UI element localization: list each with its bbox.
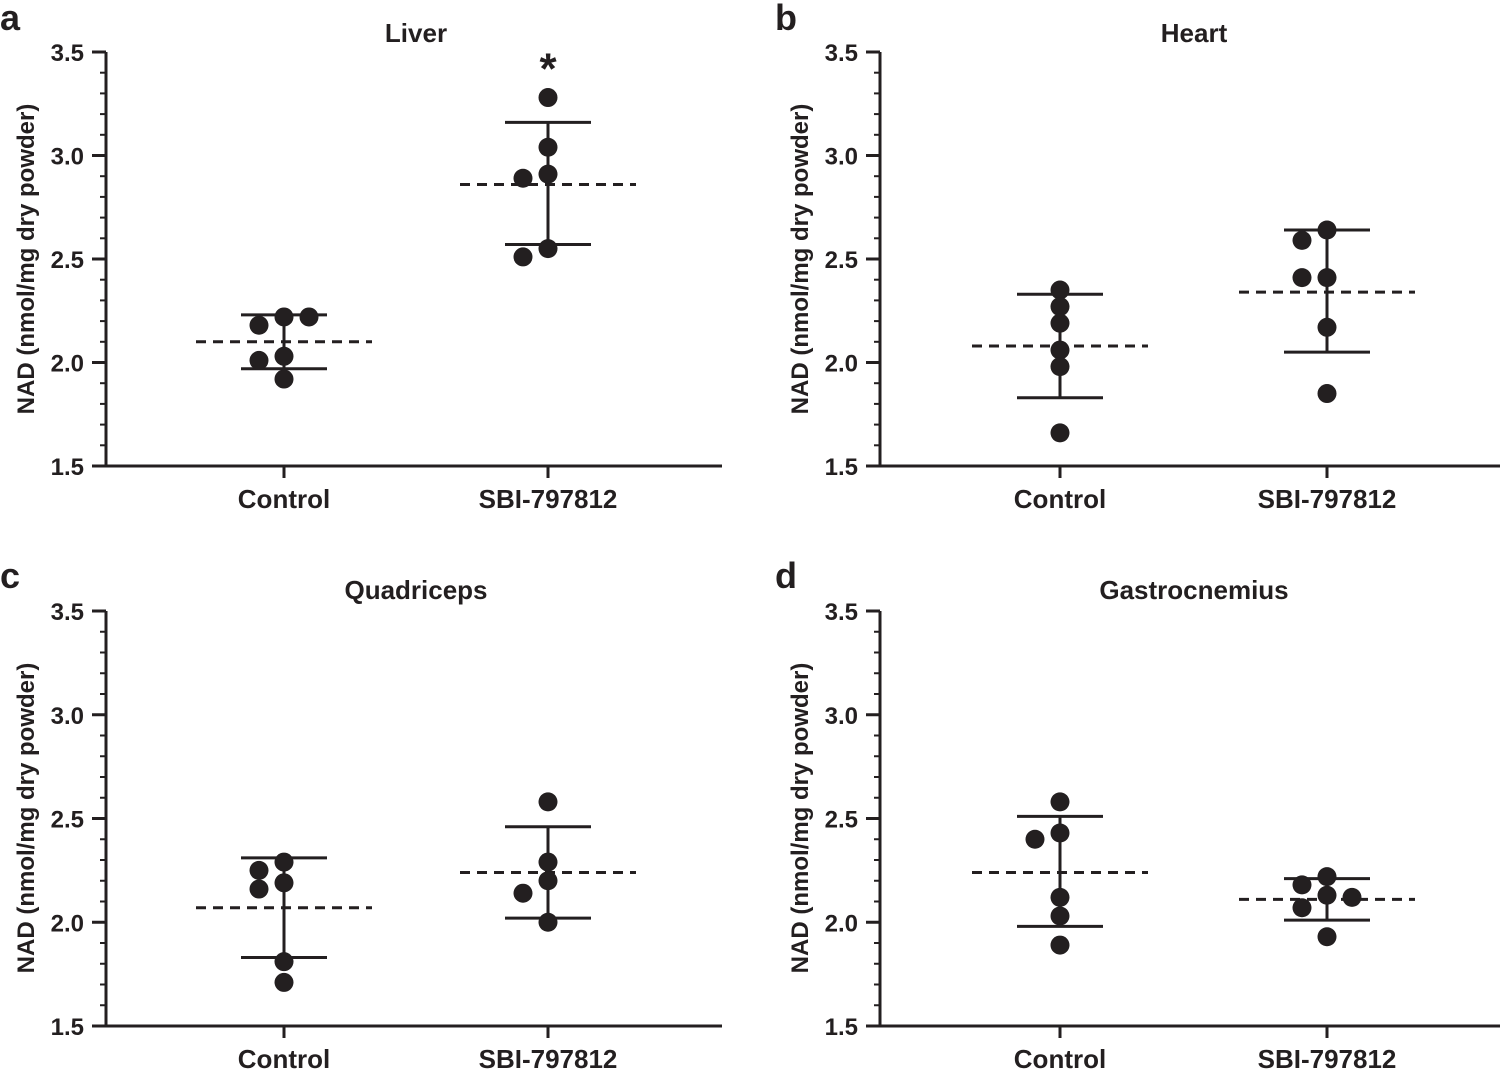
data-point [538,871,558,891]
data-point [274,972,294,992]
panel-c: c Quadriceps NAD (nmol/mg dry powder) 1.… [0,555,722,1071]
data-point [249,860,269,880]
data-point [1317,268,1337,288]
data-point [274,852,294,872]
data-point [1317,927,1337,947]
y-tick-label: 3.5 [825,40,858,67]
data-point [1050,906,1070,926]
significance-marker: * [539,45,557,94]
y-tick-label: 2.0 [51,351,84,378]
data-point [1050,280,1070,300]
data-point [1317,317,1337,337]
panel-b: b Heart NAD (nmol/mg dry powder) 1.5 2.0 2… [775,0,1500,514]
y-tick-label: 2.0 [825,351,858,378]
y-tick-label: 3.5 [51,599,84,626]
panel-d: d Gastrocnemius NAD (nmol/mg dry powder)… [775,555,1500,1071]
data-point [1050,935,1070,955]
data-point [538,239,558,259]
data-point [249,350,269,370]
x-tick-label: SBI-797812 [479,1044,618,1071]
data-point [538,164,558,184]
x-tick-label: Control [238,1044,330,1071]
panel-letter: b [775,0,797,38]
x-tick-label: Control [1014,1044,1106,1071]
data-point [1292,875,1312,895]
y-tick-label: 3.0 [825,144,858,171]
data-point [274,307,294,327]
data-point [538,912,558,932]
data-point [274,346,294,366]
x-tick-label: SBI-797812 [1258,1044,1397,1071]
data-point [513,883,533,903]
chart-title: Gastrocnemius [1099,575,1288,605]
panel-letter: a [0,0,21,38]
y-tick-label: 2.0 [51,910,84,937]
y-axis-label: NAD (nmol/mg dry powder) [787,663,814,974]
y-tick-label: 2.5 [825,247,858,274]
y-tick-label: 3.0 [51,144,84,171]
data-point [1317,220,1337,240]
panel-letter: d [775,555,797,596]
data-point [274,952,294,972]
x-tick-label: SBI-797812 [1258,484,1397,514]
data-point [299,307,319,327]
y-tick-label: 2.0 [825,910,858,937]
data-point [1317,867,1337,887]
data-point [1050,297,1070,317]
y-tick-label: 1.5 [825,1014,858,1041]
data-point [538,137,558,157]
data-point [274,369,294,389]
data-point [1317,885,1337,905]
panel-letter: c [0,555,20,596]
data-point [1050,357,1070,377]
x-tick-label: Control [238,484,330,514]
x-tick-label: Control [1014,484,1106,514]
y-tick-label: 3.0 [51,703,84,730]
data-point [249,879,269,899]
data-point [538,792,558,812]
data-point [1050,313,1070,333]
data-point [1050,823,1070,843]
y-tick-label: 2.5 [51,807,84,834]
data-point [1050,792,1070,812]
y-tick-label: 2.5 [51,247,84,274]
y-tick-label: 3.5 [825,599,858,626]
data-point [1292,268,1312,288]
y-tick-label: 3.0 [825,703,858,730]
y-axis-label: NAD (nmol/mg dry powder) [787,104,814,415]
y-tick-label: 1.5 [51,454,84,481]
data-point [513,168,533,188]
x-tick-label: SBI-797812 [479,484,618,514]
y-tick-label: 2.5 [825,807,858,834]
data-point [1050,423,1070,443]
data-point [249,315,269,335]
data-point [1050,340,1070,360]
data-point [538,88,558,108]
data-point [1292,898,1312,918]
data-point [1025,829,1045,849]
data-point [1342,887,1362,907]
y-tick-label: 1.5 [825,454,858,481]
chart-title: Liver [385,18,447,48]
data-point [1292,230,1312,250]
data-point [513,247,533,267]
chart-title: Heart [1161,18,1228,48]
data-point [1317,384,1337,404]
y-axis-label: NAD (nmol/mg dry powder) [13,663,40,974]
data-point [1050,887,1070,907]
data-point [538,852,558,872]
y-axis-label: NAD (nmol/mg dry powder) [13,104,40,415]
data-point [274,873,294,893]
y-tick-label: 3.5 [51,40,84,67]
chart-title: Quadriceps [344,575,487,605]
panel-a: a Liver NAD (nmol/mg dry powder) 1.5 2.0 2… [0,0,722,514]
y-tick-label: 1.5 [51,1014,84,1041]
